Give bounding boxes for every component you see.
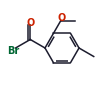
Text: Br: Br [7, 46, 20, 55]
Text: O: O [26, 18, 34, 28]
Text: O: O [58, 13, 66, 23]
